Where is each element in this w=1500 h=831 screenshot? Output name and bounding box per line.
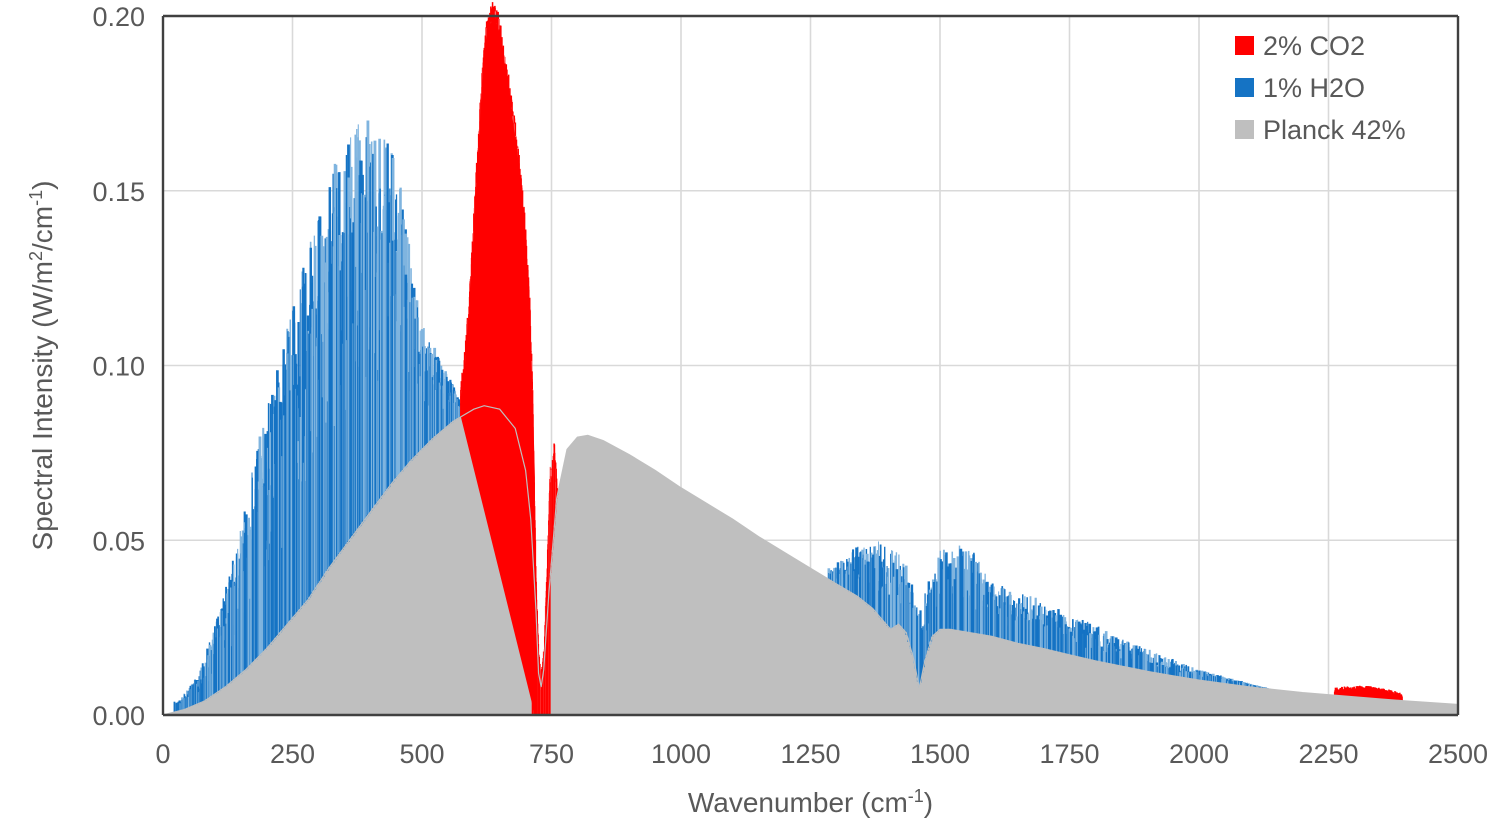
x-axis-title: Wavenumber (cm-1) — [688, 786, 933, 818]
x-tick-labels: 0 250 500 750 1000 1250 1500 1750 2000 2250 2500 — [155, 739, 1488, 769]
x-tick-label: 1000 — [651, 739, 711, 769]
legend-swatch — [1235, 36, 1254, 55]
x-tick-label: 750 — [529, 739, 574, 769]
legend-label: 2% CO2 — [1263, 31, 1365, 61]
x-tick-label: 1250 — [780, 739, 840, 769]
y-tick-labels: 0.00 0.05 0.10 0.15 0.20 — [92, 2, 145, 731]
y-tick-label: 0.05 — [92, 526, 145, 556]
y-tick-label: 0.20 — [92, 2, 145, 32]
y-tick-label: 0.00 — [92, 701, 145, 731]
planck-outline — [162, 405, 1459, 716]
legend-swatch — [1235, 120, 1254, 139]
h2o-spectral-lines — [173, 120, 1273, 713]
co2-band-4um — [1333, 685, 1403, 701]
x-tick-label: 2000 — [1169, 739, 1229, 769]
legend-label: Planck 42% — [1263, 115, 1406, 145]
legend-label: 1% H2O — [1263, 73, 1365, 103]
y-tick-label: 0.10 — [92, 352, 145, 382]
x-tick-label: 2250 — [1298, 739, 1358, 769]
y-tick-label: 0.15 — [92, 177, 145, 207]
x-tick-label: 500 — [399, 739, 444, 769]
x-tick-label: 0 — [155, 739, 170, 769]
legend-swatch — [1235, 78, 1254, 97]
y-axis-title: Spectral Intensity (W/m2/cm-1) — [26, 181, 58, 551]
x-tick-label: 1500 — [910, 739, 970, 769]
x-tick-label: 250 — [270, 739, 315, 769]
legend: 2% CO2 1% H2O Planck 42% — [1235, 31, 1406, 145]
x-tick-label: 2500 — [1428, 739, 1488, 769]
x-tick-label: 1750 — [1039, 739, 1099, 769]
co2-band-fill — [460, 16, 535, 716]
